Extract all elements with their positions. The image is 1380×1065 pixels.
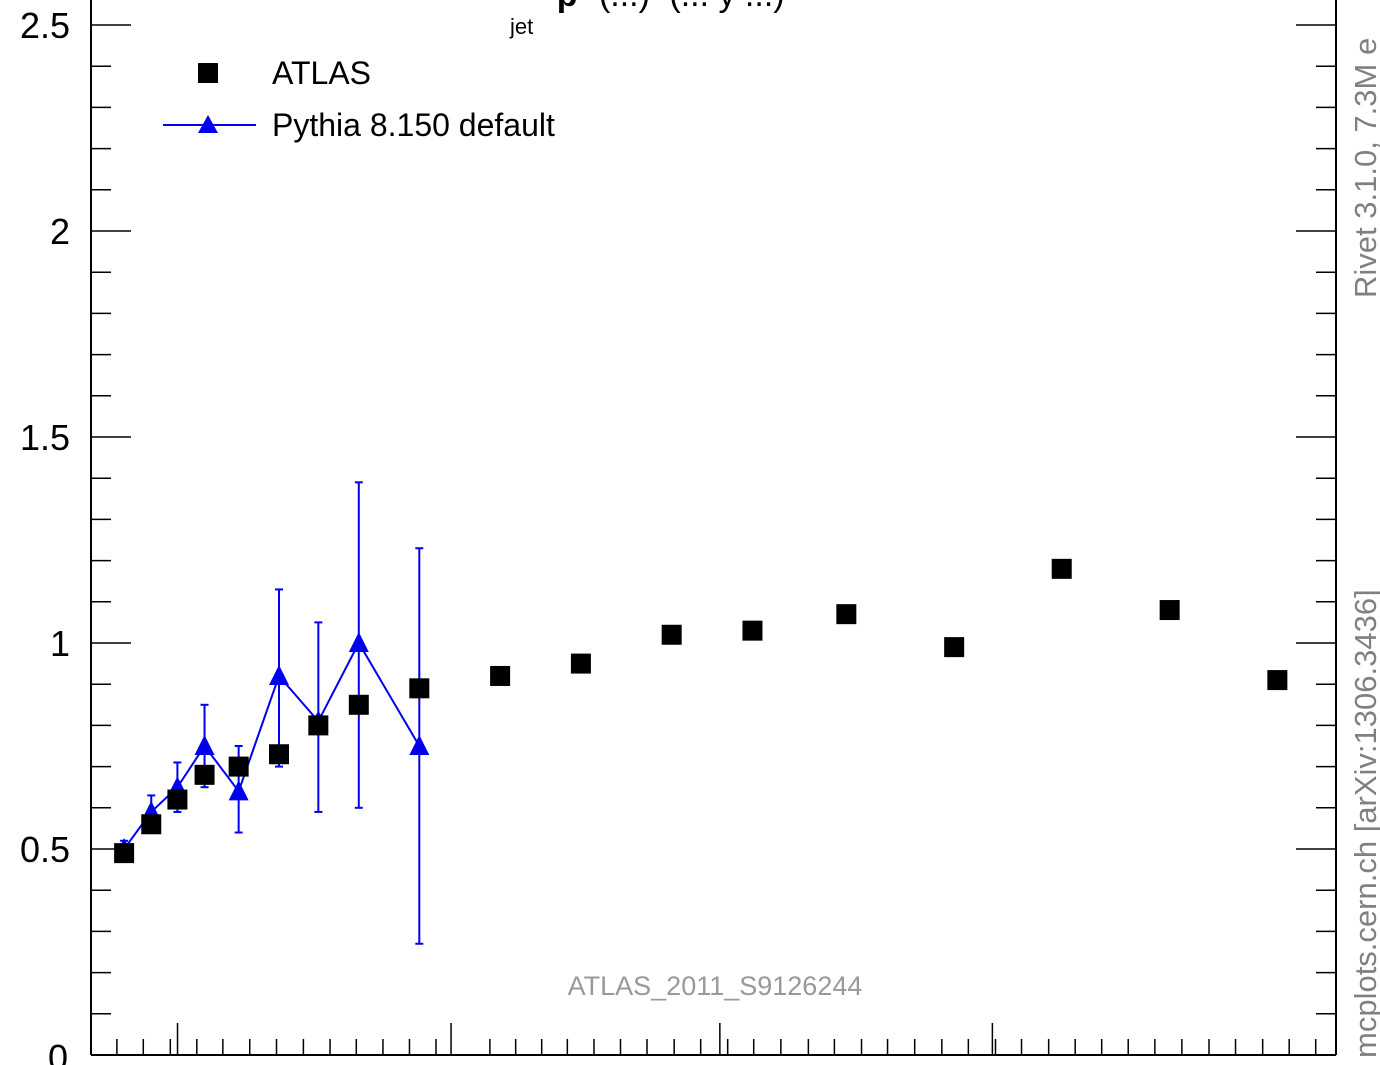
y-tick-label: 0.5 [20, 829, 70, 870]
atlas-point [1267, 670, 1287, 690]
chart-title-fragment: jet p (...) (... y ...) [509, 0, 785, 42]
y-tick-label: 1.5 [20, 417, 70, 458]
y-axis-tick-labels: 0.5 1 1.5 2 2.5 [20, 5, 70, 870]
atlas-point [167, 790, 187, 810]
y-axis-ticks [91, 25, 1336, 1014]
atlas-point [662, 625, 682, 645]
series-pythia [114, 482, 429, 943]
y-tick-label-0: 0 [48, 1037, 68, 1065]
title-paren-1: (...) [599, 0, 650, 14]
side-label-rivet: Rivet 3.1.0, 7.3M e [1348, 38, 1380, 298]
atlas-point [114, 843, 134, 863]
atlas-point [141, 814, 161, 834]
atlas-point [229, 757, 249, 777]
x-axis-ticks [117, 1023, 1316, 1055]
y-tick-label: 2 [50, 211, 70, 252]
title-main: p [557, 0, 578, 14]
atlas-point [1052, 559, 1072, 579]
legend: ATLAS Pythia 8.150 default [163, 55, 555, 143]
legend-pythia-label: Pythia 8.150 default [272, 107, 555, 143]
pythia-point [269, 665, 289, 685]
title-subscript: jet [509, 14, 533, 39]
atlas-point [742, 621, 762, 641]
title-paren-2: (... y ...) [669, 0, 784, 14]
pythia-point [349, 632, 369, 652]
legend-atlas-marker [198, 63, 218, 83]
y-tick-label: 1 [50, 623, 70, 664]
atlas-point [308, 715, 328, 735]
atlas-point [409, 678, 429, 698]
pythia-point [195, 735, 215, 755]
atlas-point [1160, 600, 1180, 620]
atlas-point [269, 744, 289, 764]
atlas-point [571, 654, 591, 674]
atlas-point [349, 695, 369, 715]
pythia-point [409, 735, 429, 755]
atlas-point [944, 637, 964, 657]
side-label-mcplots: mcplots.cern.ch [arXiv:1306.3436] [1348, 589, 1380, 1058]
atlas-point [195, 765, 215, 785]
atlas-point [836, 604, 856, 624]
analysis-id-annotation: ATLAS_2011_S9126244 [568, 971, 863, 1001]
y-tick-label: 2.5 [20, 5, 70, 46]
series-atlas [114, 559, 1287, 863]
atlas-point [490, 666, 510, 686]
legend-atlas-label: ATLAS [272, 55, 371, 91]
